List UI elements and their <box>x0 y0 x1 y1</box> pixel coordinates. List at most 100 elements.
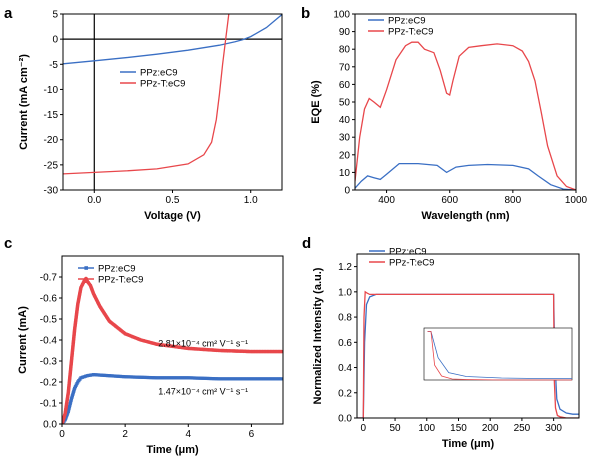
legend-marker <box>84 266 88 270</box>
data-point <box>279 377 283 381</box>
x-tick-label: 0 <box>59 429 65 440</box>
y-tick-label: 30 <box>339 133 351 144</box>
annotation-text: 1.47×10⁻⁴ cm² V⁻¹ s⁻¹ <box>158 387 248 397</box>
y-tick-label: -0.5 <box>40 315 58 326</box>
x-tick-label: 100 <box>418 423 435 434</box>
y-tick-label: -15 <box>44 110 59 121</box>
y-tick-label: 0.0 <box>338 414 352 425</box>
x-tick-label: 150 <box>450 423 467 434</box>
legend-label: PPz-T:eC9 <box>98 275 143 286</box>
series-line <box>355 41 576 190</box>
series-PPz:eC9 <box>355 162 576 190</box>
legend-label: PPz:eC9 <box>388 16 426 27</box>
y-tick-label: -30 <box>44 186 59 197</box>
series-line <box>63 14 282 65</box>
x-axis-label: Voltage (V) <box>144 210 201 222</box>
x-tick-label: 1000 <box>565 195 588 206</box>
x-tick-label: 200 <box>482 423 499 434</box>
x-axis-label: Wavelength (nm) <box>421 210 510 222</box>
y-tick-label: 1.0 <box>338 287 352 298</box>
y-axis-label: Current (mA cm⁻²) <box>18 54 30 150</box>
series-PPz:eC9 <box>62 373 283 424</box>
annotation-text: 2.81×10⁻⁴ cm² V⁻¹ s⁻¹ <box>158 338 248 348</box>
y-tick-label: 90 <box>339 27 351 38</box>
legend-label: PPz-T:eC9 <box>389 258 434 269</box>
chart-panel-b: b 400 600 800 1000 0 10 20 30 40 50 60 70 80 90 100 Wave… <box>301 5 588 222</box>
y-tick-label: 10 <box>339 168 351 179</box>
panel-letter: c <box>4 235 12 252</box>
y-tick-label: 70 <box>339 62 351 73</box>
legend-label: PPz-T:eC9 <box>140 79 185 90</box>
y-tick-label: 0.4 <box>338 363 352 374</box>
y-tick-label: 60 <box>339 80 351 91</box>
x-tick-label: 6 <box>249 429 255 440</box>
chart-panel-d: d 0 50 100 150 200 250 300 0.0 0.2 0.4 0.6 0.8 1.0 1.2… <box>302 235 580 450</box>
y-tick-label: 1.2 <box>338 262 352 273</box>
x-tick-label: 2 <box>122 429 128 440</box>
y-tick-label: -20 <box>44 135 59 146</box>
x-tick-label: 600 <box>441 195 458 206</box>
series-line <box>357 290 579 418</box>
chart-panel-a: a 0.0 0.5 1.0 5 0 -5 -10 -15 -20 -25 -30 Voltage (V)… <box>4 5 283 222</box>
y-tick-label: 0.0 <box>43 420 57 431</box>
x-tick-label: 50 <box>389 423 401 434</box>
y-tick-label: -0.7 <box>40 273 58 284</box>
y-axis-label: Current (mA) <box>17 306 29 374</box>
x-tick-label: 0 <box>361 423 367 434</box>
series-PPz-T:eC9 <box>357 290 579 418</box>
series-line <box>63 14 230 175</box>
y-tick-label: 0.8 <box>338 313 352 324</box>
y-tick-label: -0.1 <box>40 399 58 410</box>
y-tick-label: -0.4 <box>40 336 58 347</box>
y-tick-label: 50 <box>339 98 351 109</box>
panel-letter: a <box>4 5 13 22</box>
y-tick-label: -0.2 <box>40 378 58 389</box>
series-line <box>355 162 576 190</box>
x-tick-label: 0.0 <box>87 195 101 206</box>
x-tick-label: 250 <box>514 423 531 434</box>
y-axis-label: Normalized Intensity (a.u.) <box>312 267 324 404</box>
plot-frame <box>62 13 283 191</box>
legend-label: PPz-T:eC9 <box>388 27 433 38</box>
panel-letter: d <box>302 235 311 252</box>
y-tick-label: 100 <box>333 10 350 21</box>
legend-label: PPz:eC9 <box>98 264 136 275</box>
inset-series-line <box>427 331 572 381</box>
data-point <box>279 349 283 354</box>
legend-label: PPz:eC9 <box>140 68 178 79</box>
x-tick-label: 800 <box>505 195 522 206</box>
x-axis-label: Time (μm) <box>146 444 199 456</box>
x-tick-label: 300 <box>545 423 562 434</box>
y-tick-label: -25 <box>44 160 59 171</box>
y-tick-label: 0.2 <box>338 388 352 399</box>
y-tick-label: 0.6 <box>338 338 352 349</box>
chart-panel-c: c 0 2 4 6 0.0 -0.1 -0.2 -0.3 -0.4 -0.5 -0.6 -0.7 Time… <box>4 235 284 456</box>
inset-series-line <box>427 331 572 379</box>
panel-letter: b <box>301 5 310 22</box>
y-tick-label: -5 <box>49 60 58 71</box>
series-PPz-T:eC9 <box>355 41 576 190</box>
x-tick-label: 1.0 <box>244 195 258 206</box>
y-tick-label: -10 <box>44 85 59 96</box>
plot-frame <box>356 253 580 419</box>
series-PPz:eC9 <box>63 14 282 65</box>
y-tick-label: -0.6 <box>40 294 58 305</box>
legend-marker <box>83 276 89 282</box>
y-axis-label: EQE (%) <box>310 80 322 124</box>
y-tick-label: 5 <box>52 10 58 21</box>
x-tick-label: 4 <box>186 429 192 440</box>
y-tick-label: 80 <box>339 45 351 56</box>
x-tick-label: 400 <box>378 195 395 206</box>
y-tick-label: 0 <box>344 186 350 197</box>
y-tick-label: 0 <box>52 35 58 46</box>
y-tick-label: -0.3 <box>40 357 58 368</box>
x-tick-label: 0.5 <box>166 195 180 206</box>
y-tick-label: 40 <box>339 115 351 126</box>
legend-label: PPz:eC9 <box>389 247 427 258</box>
y-tick-label: 20 <box>339 150 351 161</box>
plot-frame <box>354 13 577 191</box>
inset-frame <box>423 327 573 381</box>
series-PPz-T:eC9 <box>62 279 283 424</box>
x-axis-label: Time (μm) <box>442 438 495 450</box>
